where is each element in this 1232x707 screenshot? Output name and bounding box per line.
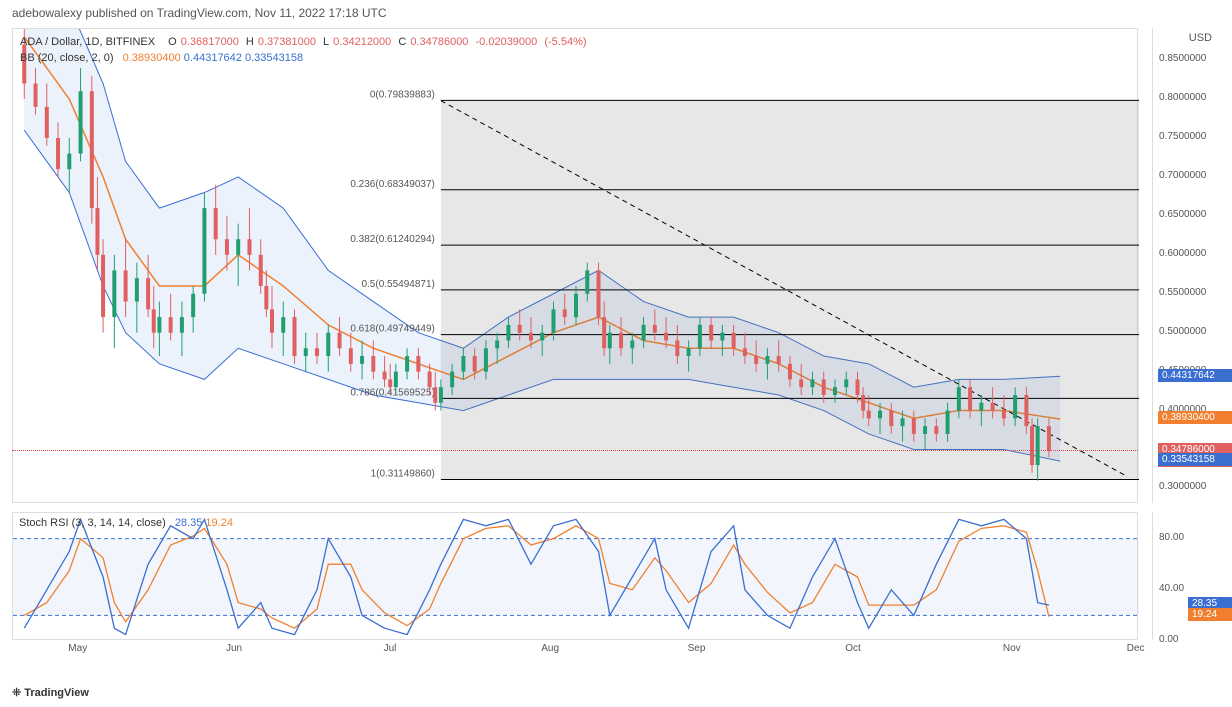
svg-text:0.382(0.61240294): 0.382(0.61240294) [350, 234, 435, 245]
svg-text:0.236(0.68349037): 0.236(0.68349037) [350, 179, 435, 190]
time-x-axis: MayJunJulAugSepOctNovDec [12, 643, 1138, 663]
price-chart[interactable]: 0(0.79839883) 0.236(0.68349037) 0.382(0.61… [12, 28, 1138, 503]
svg-text:1(0.31149860): 1(0.31149860) [371, 468, 435, 479]
svg-text:0(0.79839883): 0(0.79839883) [370, 89, 435, 100]
svg-text:0.618(0.49749449): 0.618(0.49749449) [350, 324, 435, 335]
price-y-axis: 0.85000000.80000000.75000000.70000000.65… [1152, 28, 1232, 503]
tradingview-logo: ⁜ TradingView [12, 686, 89, 699]
svg-text:0.786(0.41569525): 0.786(0.41569525) [350, 387, 435, 398]
rsi-readout: Stoch RSI (3, 3, 14, 14, close) 28.35 19… [19, 517, 233, 529]
svg-text:0.5(0.55494871): 0.5(0.55494871) [361, 279, 434, 290]
ohlc-readout: ADA / Dollar, 1D, BITFINEX O0.36817000 H… [20, 36, 591, 48]
current-price-line [12, 450, 1138, 451]
publish-header: adebowalexy published on TradingView.com… [12, 6, 387, 20]
rsi-panel[interactable]: Stoch RSI (3, 3, 14, 14, close) 28.35 19… [12, 512, 1138, 640]
bb-readout: BB (20, close, 2, 0) 0.38930400 0.443176… [20, 52, 303, 64]
